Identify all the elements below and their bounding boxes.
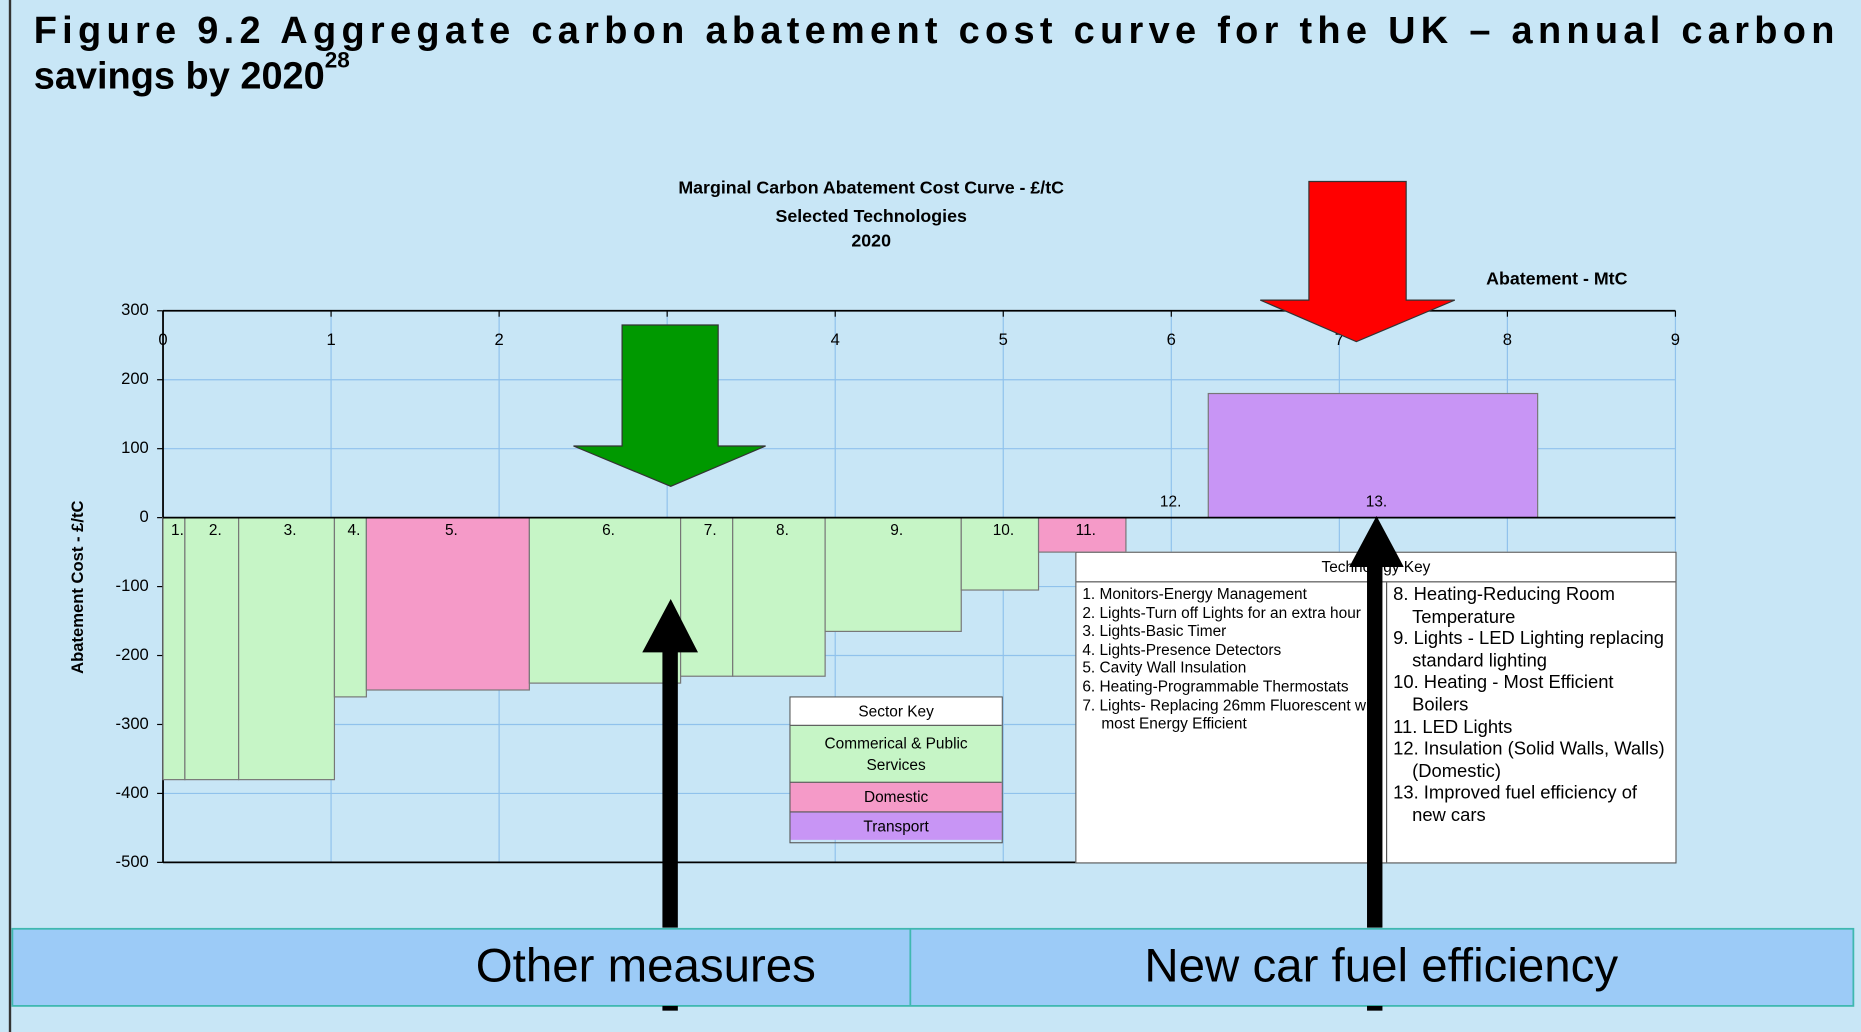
chart-title: Selected Technologies xyxy=(776,206,967,226)
bar-label: 7. xyxy=(704,522,717,539)
y-axis-label: Abatement Cost - £/tC xyxy=(68,500,87,673)
y-tick-label: -100 xyxy=(116,576,149,595)
technology-key-item: 9. Lights - LED Lighting replacing stand… xyxy=(1393,628,1664,672)
bar xyxy=(365,517,530,691)
bar-label: 10. xyxy=(993,522,1014,539)
bar xyxy=(184,517,240,781)
up-arrow xyxy=(642,599,699,928)
bar xyxy=(960,517,1040,591)
x-tick-label: 5 xyxy=(999,330,1008,349)
chart-title: 2020 xyxy=(851,231,891,251)
x-axis-label: Abatement - MtC xyxy=(1486,269,1627,289)
down-arrow xyxy=(573,324,766,487)
bar-label: 6. xyxy=(602,522,615,539)
technology-key-item: 11. LED Lights xyxy=(1393,717,1513,738)
y-tick-label: 200 xyxy=(121,369,149,388)
y-tick-label: 0 xyxy=(140,507,149,526)
callout-bar xyxy=(11,927,1855,1007)
figure-title-line: savings by 2020 xyxy=(34,55,325,97)
x-tick-label: 4 xyxy=(831,330,840,349)
bar-label: 4. xyxy=(348,522,361,539)
technology-key-item: 10. Heating - Most Efficient Boilers xyxy=(1393,673,1614,716)
y-tick-label: 300 xyxy=(121,300,149,319)
arrow-foot xyxy=(1367,1005,1383,1011)
technology-key-item: 1. Monitors-Energy Management xyxy=(1082,584,1307,603)
arrow-foot xyxy=(662,1005,678,1011)
y-tick-label: -300 xyxy=(116,714,149,733)
callout-label: New car fuel efficiency xyxy=(1144,940,1618,993)
bar xyxy=(1037,517,1127,553)
y-tick-label: 100 xyxy=(121,438,149,457)
x-tick-label: 1 xyxy=(326,330,335,349)
bar xyxy=(528,517,682,684)
sector-key-title: Sector Key xyxy=(790,697,1002,726)
x-tick-label: 7 xyxy=(1335,330,1344,349)
bar xyxy=(732,517,826,677)
footnote-mark: 28 xyxy=(325,48,350,73)
technology-key-item: 5. Cavity Wall Insulation xyxy=(1082,658,1247,677)
technology-key-column: 8. Heating-Reducing Room Temperature 9. L… xyxy=(1387,582,1675,862)
sector-key-box: Sector Key Commerical & Public Services Do… xyxy=(789,696,1003,844)
bar-label: 1. xyxy=(171,522,184,539)
bar xyxy=(680,517,734,677)
chart-title: Marginal Carbon Abatement Cost Curve - £… xyxy=(678,177,1064,197)
bar-label: 5. xyxy=(445,522,458,539)
technology-key-item: 12. Insulation (Solid Walls, Walls) (Dom… xyxy=(1393,739,1665,782)
technology-key-item: 8. Heating-Reducing Room Temperature xyxy=(1393,584,1615,628)
x-tick-label: 9 xyxy=(1671,330,1680,349)
y-tick-label: -400 xyxy=(116,783,149,802)
technology-key-item: 7. Lights- Replacing 26mm Fluorescent wi… xyxy=(1082,695,1383,733)
figure-title: savings by 202028 xyxy=(34,48,350,98)
bar-label: 11. xyxy=(1076,522,1096,539)
bar xyxy=(333,517,367,698)
y-tick-label: -500 xyxy=(116,852,149,871)
bar xyxy=(238,517,336,781)
up-arrow xyxy=(1349,516,1404,928)
bar-label: 3. xyxy=(284,522,297,539)
bar-label: 2. xyxy=(209,522,222,539)
x-tick-label: 2 xyxy=(494,330,503,349)
bar-label: 12. xyxy=(1160,493,1181,510)
bar-label: 9. xyxy=(890,522,903,539)
technology-key-item: 3. Lights-Basic Timer xyxy=(1082,621,1227,640)
technology-key-item: 4. Lights-Presence Detectors xyxy=(1082,640,1282,659)
down-arrow xyxy=(1260,180,1456,343)
technology-key-item: 2. Lights-Turn off Lights for an extra h… xyxy=(1082,603,1361,622)
callout-label: Other measures xyxy=(476,940,816,993)
technology-key-item: 6. Heating-Programmable Thermostats xyxy=(1082,677,1349,696)
bar xyxy=(824,517,962,632)
bar-label: 13. xyxy=(1366,493,1387,510)
technology-key-item: 13. Improved fuel efficiency of new cars xyxy=(1393,783,1638,826)
y-tick-label: -200 xyxy=(116,645,149,664)
x-tick-label: 8 xyxy=(1503,330,1512,349)
technology-key-column: 1. Monitors-Energy Management 2. Lights-T… xyxy=(1076,582,1388,863)
bar-label: 8. xyxy=(776,522,789,539)
legend-entry: Transport xyxy=(790,812,1002,841)
x-tick-label: 6 xyxy=(1167,330,1176,349)
technology-key-columns: 1. Monitors-Energy Management 2. Lights-T… xyxy=(1076,582,1675,863)
legend-entry: Commerical & Public Services xyxy=(790,725,1002,784)
legend-entry: Domestic xyxy=(790,783,1002,813)
bar xyxy=(162,517,186,781)
